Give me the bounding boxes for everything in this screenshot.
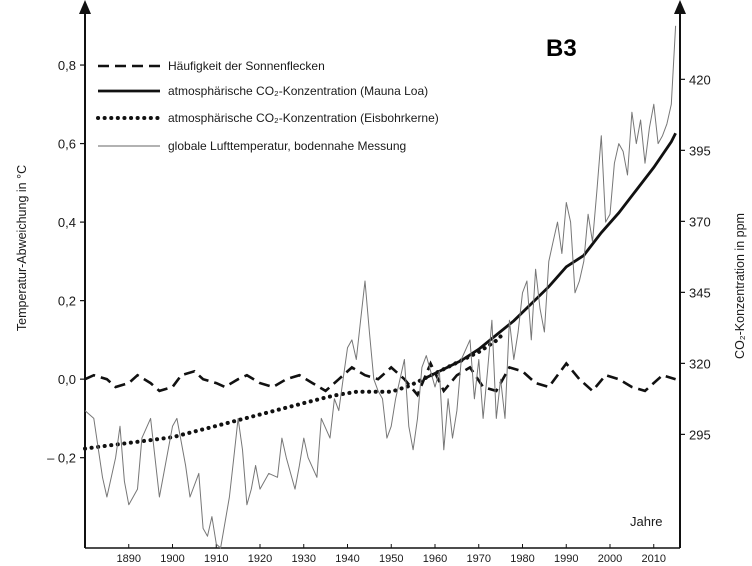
left-tick-label: 0,4 bbox=[58, 215, 76, 230]
x-axis-ticks: 1890 1900 1910 1920 1930 1940 1950 1960 1970 1980… bbox=[117, 544, 666, 565]
right-tick-label: 420 bbox=[689, 72, 711, 87]
x-tick-label: 1960 bbox=[423, 553, 447, 565]
right-tick-label: 295 bbox=[689, 427, 711, 442]
x-tick-label: 1900 bbox=[160, 553, 184, 565]
legend-label-temperature: globale Lufttemperatur, bodennahe Messun… bbox=[168, 139, 406, 153]
axes bbox=[79, 0, 686, 549]
x-tick-label: 1910 bbox=[204, 553, 228, 565]
left-tick-label: 0,6 bbox=[58, 137, 76, 152]
figure-badge: B3 bbox=[546, 35, 577, 62]
series-temperature-line bbox=[84, 25, 677, 549]
x-axis-label: Jahre bbox=[630, 514, 663, 529]
left-tick-label: 0,8 bbox=[58, 58, 76, 73]
x-tick-label: 1890 bbox=[117, 553, 141, 565]
series-ice-cores-line bbox=[83, 330, 507, 451]
left-tick-label: 0,2 bbox=[58, 294, 76, 309]
legend-label-sunspots: Häufigkeit der Sonnenflecken bbox=[168, 59, 325, 73]
right-tick-label: 345 bbox=[689, 285, 711, 300]
right-axis-ticks: 295 320 345 370 395 420 bbox=[680, 72, 711, 442]
series-mauna-loa-line bbox=[425, 132, 677, 379]
x-tick-label: 1950 bbox=[379, 553, 403, 565]
y-axis-label-right: CO₂-Konzentration in ppm bbox=[733, 213, 747, 359]
x-tick-label: 1940 bbox=[335, 553, 359, 565]
x-tick-label: 2000 bbox=[598, 553, 622, 565]
y-axis-label-left: Temperatur-Abweichung in °C bbox=[15, 165, 29, 331]
legend-label-ice-cores: atmosphärische CO₂-Konzentration (Eisboh… bbox=[168, 111, 439, 125]
x-tick-label: 1990 bbox=[554, 553, 578, 565]
right-tick-label: 320 bbox=[689, 356, 711, 371]
left-axis-ticks: – 0,2 0,0 0,2 0,4 0,6 0,8 bbox=[47, 58, 85, 466]
x-tick-label: 1930 bbox=[292, 553, 316, 565]
x-tick-label: 1920 bbox=[248, 553, 272, 565]
series-layer bbox=[83, 25, 677, 549]
legend: Häufigkeit der Sonnenflecken atmosphäris… bbox=[96, 59, 439, 153]
legend-label-mauna-loa: atmosphärische CO₂-Konzentration (Mauna … bbox=[168, 84, 428, 98]
left-tick-label: 0,0 bbox=[58, 372, 76, 387]
right-tick-label: 370 bbox=[689, 214, 711, 229]
x-tick-label: 2010 bbox=[642, 553, 666, 565]
right-tick-label: 395 bbox=[689, 143, 711, 158]
series-sunspots-line bbox=[84, 360, 676, 398]
x-tick-label: 1970 bbox=[467, 553, 491, 565]
left-tick-label: – 0,2 bbox=[47, 451, 76, 466]
x-tick-label: 1980 bbox=[510, 553, 534, 565]
